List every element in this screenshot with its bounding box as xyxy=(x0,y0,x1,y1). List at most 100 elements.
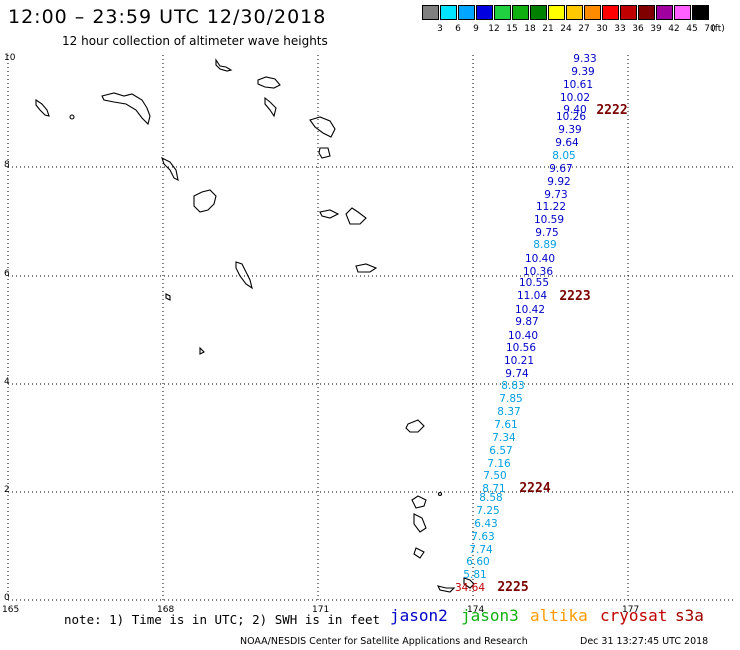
wave-height-value: 8.83 xyxy=(501,380,524,392)
legend-label: 21 xyxy=(542,24,554,34)
wave-height-value: 9.39 xyxy=(571,66,594,78)
x-tick-label: 174 xyxy=(467,605,484,615)
page-subtitle: 12 hour collection of altimeter wave hei… xyxy=(62,34,328,48)
legend-label: 18 xyxy=(524,24,536,34)
wave-height-value: 10.61 xyxy=(563,79,593,91)
legend-swatch xyxy=(458,5,475,20)
legend-swatch xyxy=(602,5,619,20)
y-tick-label: 8 xyxy=(4,160,10,170)
legend-swatch xyxy=(656,5,673,20)
pass-id-label: 2225 xyxy=(497,580,528,595)
coastlines xyxy=(35,58,475,593)
wave-height-value: 10.55 xyxy=(519,277,549,289)
wave-height-value: 7.16 xyxy=(487,458,511,470)
legend-label: 70 xyxy=(704,24,716,34)
wave-height-value: 8.71 xyxy=(482,483,505,495)
units-note: note: 1) Time is in UTC; 2) SWH is in fe… xyxy=(64,612,381,627)
legend-label: 15 xyxy=(506,24,518,34)
legend-label: 36 xyxy=(632,24,644,34)
x-tick-label: 168 xyxy=(157,605,174,615)
wave-height-value: 9.40 xyxy=(563,104,586,116)
wave-height-value: 8.05 xyxy=(552,150,575,162)
legend-swatch xyxy=(512,5,529,20)
satellite-jason3: jason3 xyxy=(461,606,519,625)
legend-label: 6 xyxy=(455,24,461,34)
x-tick-label: 165 xyxy=(2,605,19,615)
legend-unit: (ft) xyxy=(711,24,725,34)
wave-height-value: 9.64 xyxy=(555,137,579,149)
wave-height-value: 6.60 xyxy=(466,556,489,568)
satellite-s3a: s3a xyxy=(675,606,704,625)
legend-swatch xyxy=(638,5,655,20)
legend-label: 9 xyxy=(473,24,479,34)
pass-id-label: 2224 xyxy=(519,481,550,496)
wave-height-value: 8.37 xyxy=(497,406,520,418)
pass-id-label: 2223 xyxy=(559,289,590,304)
legend-label: 3 xyxy=(437,24,443,34)
wave-height-value: 8.89 xyxy=(533,239,556,251)
wave-height-value: 10.36 xyxy=(523,266,553,278)
legend-label: 33 xyxy=(614,24,626,34)
wave-height-value: 10.40 xyxy=(508,330,538,342)
footer-credit: NOAA/NESDIS Center for Satellite Applica… xyxy=(240,636,528,647)
wave-height-values: 9.339.3910.6110.029.4010.269.399.648.059… xyxy=(455,53,597,594)
legend-swatch xyxy=(692,5,709,20)
wave-height-value: 10.02 xyxy=(560,92,590,104)
wave-height-value: 7.63 xyxy=(471,531,494,543)
x-tick-label: 177 xyxy=(622,605,639,615)
legend-label: 27 xyxy=(578,24,590,34)
wave-height-value: 9.92 xyxy=(547,176,570,188)
wave-height-value: 10.26 xyxy=(556,111,586,123)
legend-swatch xyxy=(494,5,511,20)
y-tick-label: 10 xyxy=(4,53,16,63)
y-tick-label: 6 xyxy=(4,269,10,279)
legend-label: 12 xyxy=(488,24,500,34)
wave-height-value: 9.74 xyxy=(505,368,529,380)
wave-height-value: 5.81 xyxy=(463,569,486,581)
y-tick-label: 4 xyxy=(4,377,10,387)
y-tick-label: 0 xyxy=(4,593,10,603)
axis-tick-labels: 165 168 171 174 177 0 2 4 6 8 10 xyxy=(2,53,639,615)
wave-height-value: 11.22 xyxy=(536,201,566,213)
wave-height-value: 6.57 xyxy=(489,445,512,457)
wave-height-value: 9.33 xyxy=(573,53,596,65)
wave-height-value: 9.87 xyxy=(515,316,538,328)
wave-height-value: 10.40 xyxy=(525,253,555,265)
footer-timestamp: Dec 31 13:27:45 UTC 2018 xyxy=(580,636,709,647)
wave-height-value: 7.85 xyxy=(499,393,522,405)
satellite-jason2: jason2 xyxy=(390,606,448,625)
wave-height-value: 7.25 xyxy=(476,505,499,517)
legend-swatch xyxy=(530,5,547,20)
wave-height-value: 9.73 xyxy=(544,189,567,201)
y-tick-label: 2 xyxy=(4,485,10,495)
wave-height-value: 10.42 xyxy=(515,304,545,316)
wave-height-value: 9.39 xyxy=(558,124,581,136)
satellite-cryosat: cryosat xyxy=(600,606,668,625)
legend-swatch xyxy=(566,5,583,20)
legend-label: 42 xyxy=(668,24,680,34)
wave-height-value: 7.50 xyxy=(483,470,506,482)
wave-height-value: 7.74 xyxy=(469,544,493,556)
page-title: 12:00 – 23:59 UTC 12/30/2018 xyxy=(8,6,327,28)
wave-height-value: 8.58 xyxy=(479,492,502,504)
wave-height-value: 9.75 xyxy=(535,227,558,239)
wave-height-value: 34.64 xyxy=(455,582,485,594)
wave-height-value: 9.67 xyxy=(549,163,572,175)
legend-label: 24 xyxy=(560,24,572,34)
wave-height-value: 10.21 xyxy=(504,355,534,367)
legend-swatch xyxy=(422,5,439,20)
legend-swatch xyxy=(620,5,637,20)
grid-lines xyxy=(7,55,735,601)
legend-label: 39 xyxy=(650,24,662,34)
wave-height-value: 7.34 xyxy=(492,432,516,444)
legend-label: 45 xyxy=(686,24,698,34)
legend-swatch xyxy=(476,5,493,20)
legend-swatch xyxy=(584,5,601,20)
pass-id-labels: 2222 2223 2224 2225 xyxy=(497,103,627,595)
x-tick-label: 171 xyxy=(312,605,329,615)
pass-id-label: 2222 xyxy=(596,103,627,118)
wave-height-value: 7.61 xyxy=(494,419,517,431)
legend-swatch xyxy=(674,5,691,20)
wave-height-value: 6.43 xyxy=(474,518,497,530)
